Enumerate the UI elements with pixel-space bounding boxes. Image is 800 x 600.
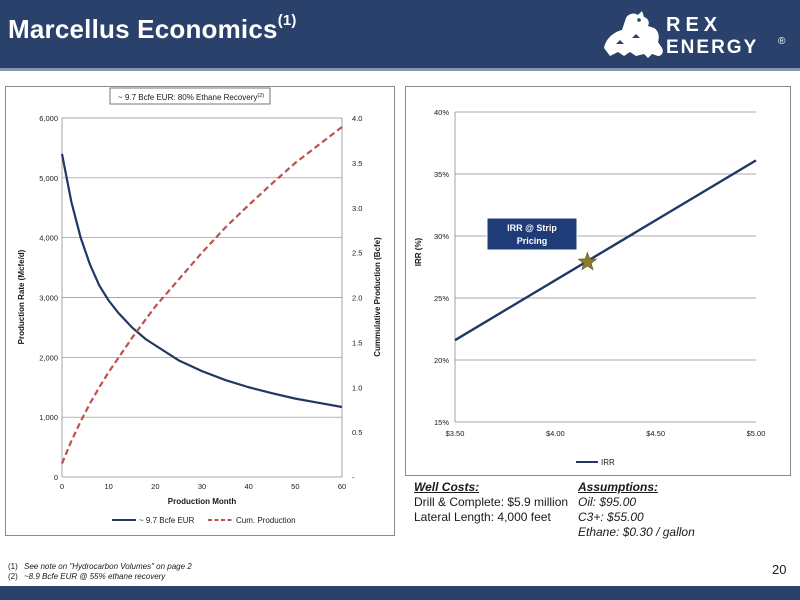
header-divider xyxy=(0,68,800,71)
footnote-1-text: See note on "Hydrocarbon Volumes" on pag… xyxy=(24,562,192,571)
footnote-1: (1) See note on "Hydrocarbon Volumes" on … xyxy=(8,562,192,572)
company-logo: REX ENERGY ® xyxy=(604,11,786,58)
page-title: Marcellus Economics(1) xyxy=(8,12,297,45)
page-title-footnote: (1) xyxy=(277,12,297,29)
well-costs-block: Well Costs: Drill & Complete: $5.9 milli… xyxy=(414,480,568,525)
well-costs-line1: Drill & Complete: $5.9 million xyxy=(414,495,569,509)
well-costs-heading: Well Costs: xyxy=(414,480,480,494)
page-number: 20 xyxy=(772,562,787,577)
header-bar xyxy=(0,0,800,68)
assumptions-line2: C3+: $55.00 xyxy=(578,510,644,524)
well-costs-line2: Lateral Length: 4,000 feet xyxy=(414,510,551,524)
footnotes: (1) See note on "Hydrocarbon Volumes" on … xyxy=(8,562,192,582)
logo-text-energy: ENERGY xyxy=(666,37,758,58)
assumptions-block: Assumptions: Oil: $95.00 C3+: $55.00 Eth… xyxy=(578,480,695,540)
assumptions-line3: Ethane: $0.30 / gallon xyxy=(578,525,695,539)
irr-chart-panel xyxy=(405,86,791,476)
footer-bar xyxy=(0,586,800,600)
assumptions-line1: Oil: $95.00 xyxy=(578,495,637,509)
production-chart-panel xyxy=(5,86,395,536)
logo-text-rex: REX xyxy=(666,14,722,36)
page-title-text: Marcellus Economics xyxy=(8,14,278,44)
footnote-2-num: (2) xyxy=(8,572,18,581)
dinosaur-icon xyxy=(604,11,663,58)
footnote-2-text: ~8.9 Bcfe EUR @ 55% ethane recovery xyxy=(24,572,166,581)
footnote-1-num: (1) xyxy=(8,562,18,571)
assumptions-heading: Assumptions: xyxy=(578,480,659,494)
footnote-2: (2) ~8.9 Bcfe EUR @ 55% ethane recovery xyxy=(8,572,192,582)
logo-registered-mark: ® xyxy=(778,36,786,47)
